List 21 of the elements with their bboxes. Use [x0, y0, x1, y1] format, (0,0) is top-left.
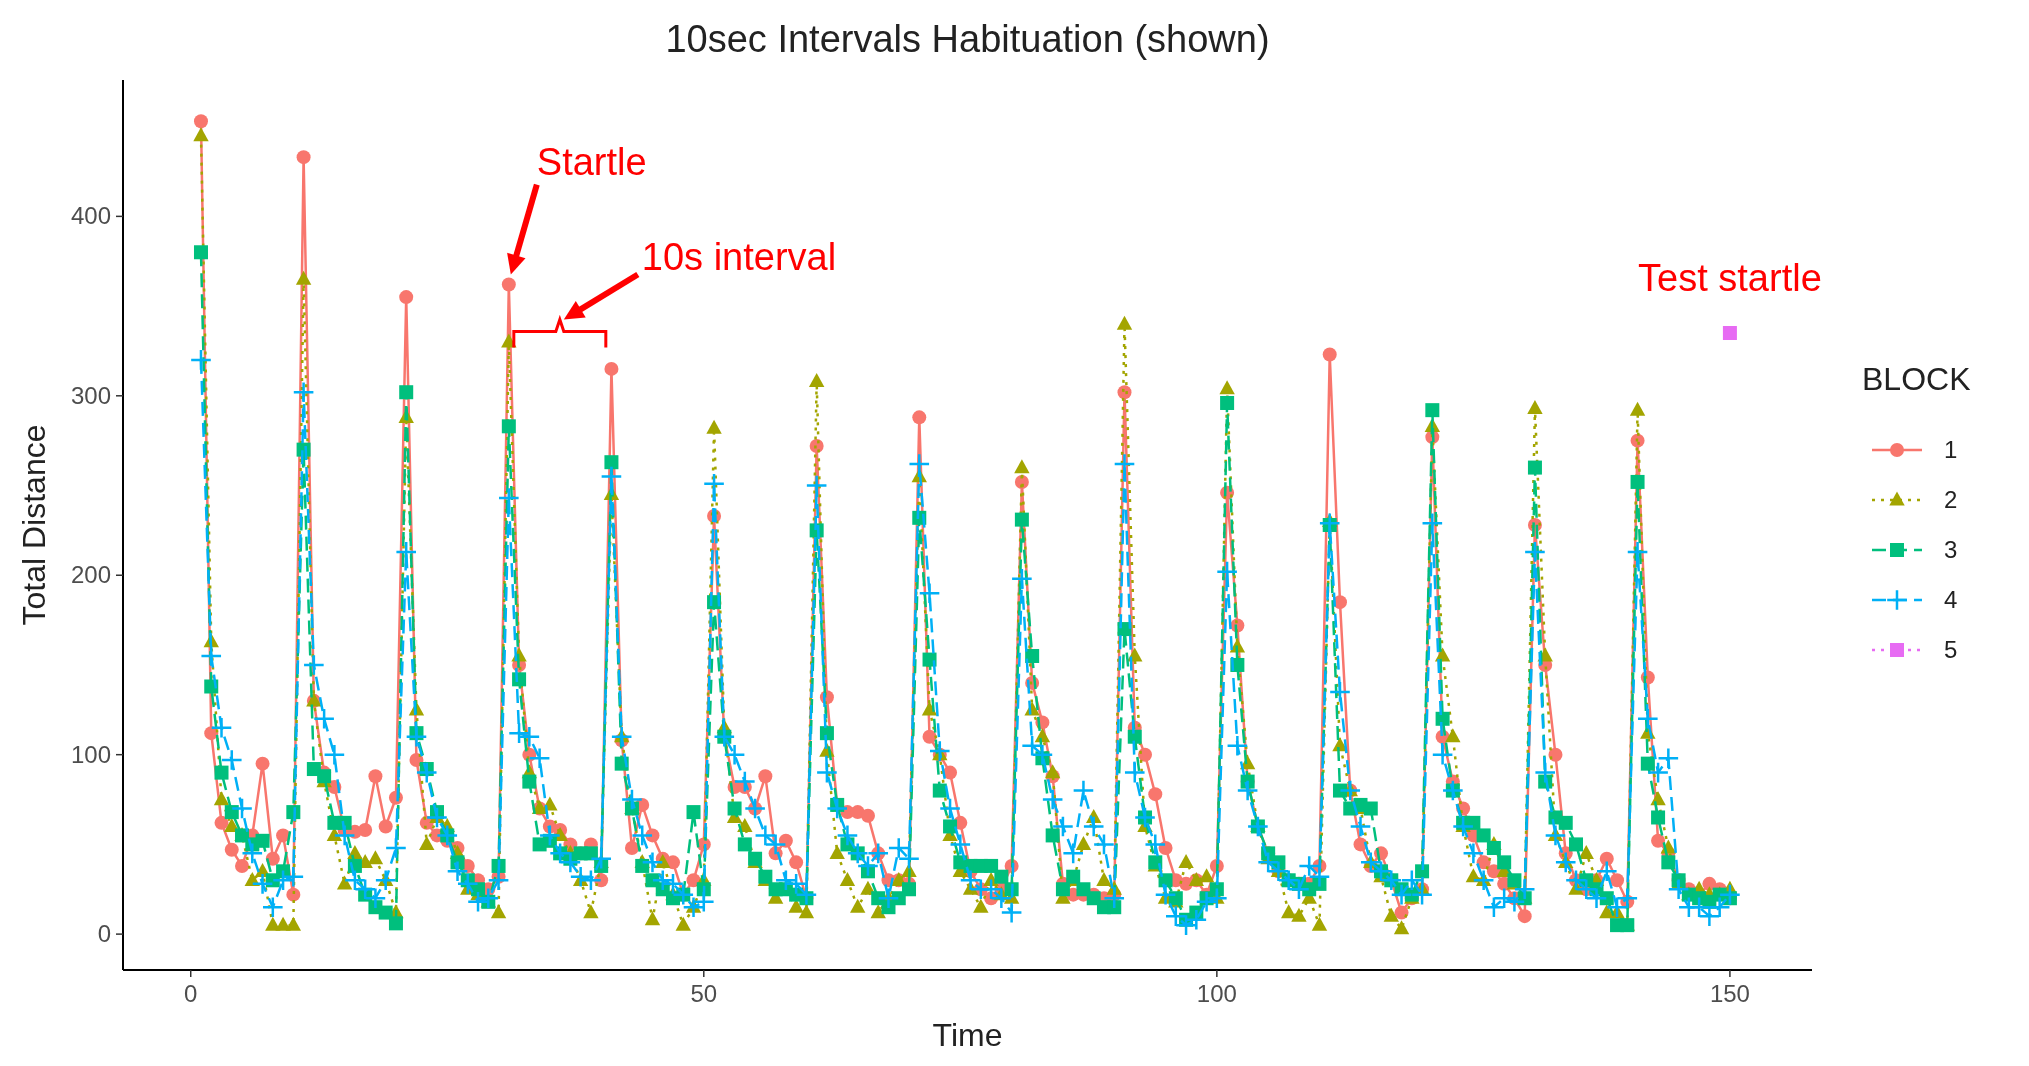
- x-tick-label: 150: [1709, 980, 1750, 1007]
- legend-label: 3: [1944, 536, 1958, 563]
- legend-label: 4: [1944, 586, 1958, 613]
- y-axis-title: Total Distance: [16, 424, 52, 626]
- legend-label: 1: [1944, 436, 1958, 463]
- y-tick-label: 300: [70, 381, 111, 409]
- legend-label: 2: [1944, 486, 1958, 513]
- x-tick-label: 0: [184, 980, 198, 1007]
- x-tick-label: 50: [690, 980, 718, 1007]
- y-tick-label: 200: [70, 561, 111, 589]
- y-tick-label: 0: [97, 920, 111, 948]
- legend-label: 5: [1944, 636, 1958, 663]
- annotation: Startle: [536, 140, 647, 183]
- x-axis-title: Time: [932, 1017, 1003, 1053]
- y-tick-label: 100: [70, 740, 111, 768]
- annotation: Test startle: [1638, 257, 1822, 299]
- y-tick-label: 400: [70, 202, 111, 230]
- annotation: 10s interval: [641, 235, 837, 278]
- x-tick-label: 100: [1196, 980, 1237, 1007]
- legend-title: BLOCK: [1862, 361, 1971, 397]
- chart-title: 10sec Intervals Habituation (shown): [665, 18, 1270, 60]
